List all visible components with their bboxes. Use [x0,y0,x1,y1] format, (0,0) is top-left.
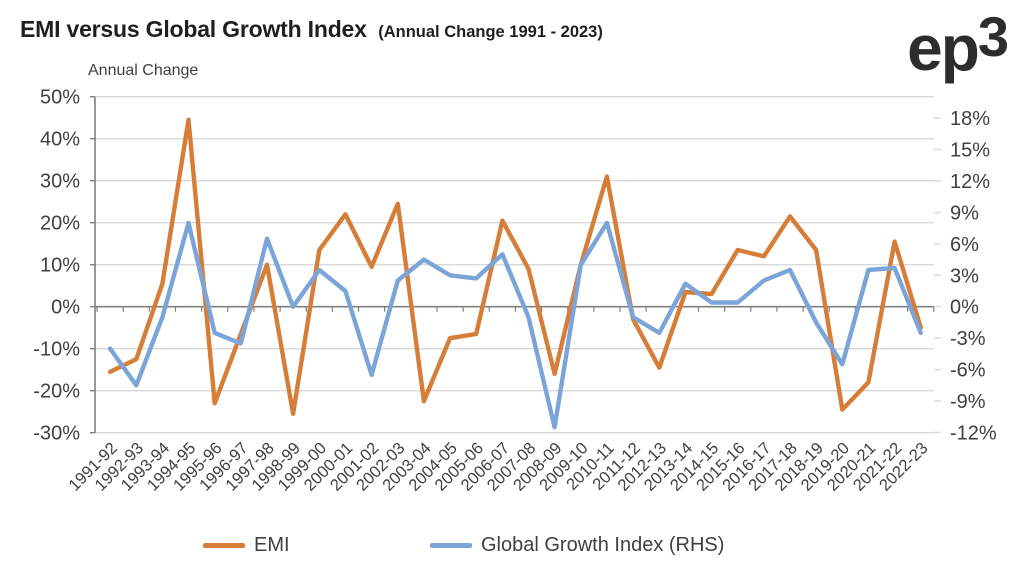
chart-title: EMI versus Global Growth Index [20,16,367,42]
left-axis-tick-label: -30% [33,423,80,445]
left-axis-tick-label: -10% [33,339,80,361]
emi-legend-label: EMI [254,534,290,556]
chart-subtitle: (Annual Change 1991 - 2023) [378,23,603,41]
right-axis-tick-label: -9% [950,391,986,413]
right-axis-tick-label: -12% [950,422,997,444]
ep3-logo-superscript: 3 [977,5,1009,68]
right-axis-tick-label: -6% [950,360,986,382]
legend-item-global-growth-index: Global Growth Index (RHS) [430,534,724,557]
right-axis-tick-label: 18% [950,108,990,130]
left-axis-tick-label: 0% [51,297,80,319]
right-axis-tick-label: 0% [950,297,979,319]
left-axis-tick-label: 30% [40,171,80,193]
ggi-legend-swatch [430,543,472,548]
right-axis-tick-label: 15% [950,140,990,162]
right-axis-tick-label: 3% [950,265,979,287]
right-axis-tick-label: 9% [950,202,979,224]
axis-area-label: Annual Change [88,62,199,79]
right-axis-tick-label: -3% [950,328,986,350]
left-axis-tick-label: 10% [40,255,80,277]
ep3-logo-text: ep [907,12,980,84]
right-axis-tick-label: 6% [950,234,979,256]
left-axis-tick-label: -20% [33,381,80,403]
ep3-logo: ep3 [907,2,1009,84]
right-axis-tick-label: 12% [950,171,990,193]
emi-legend-swatch [203,543,245,548]
global-growth-index-line [107,220,923,430]
page-title: EMI versus Global Growth Index (Annual C… [20,16,603,43]
left-axis-tick-label: 50% [40,87,80,109]
ggi-legend-label: Global Growth Index (RHS) [481,534,725,556]
legend-item-emi: EMI [203,534,290,557]
left-axis-tick-label: 40% [40,129,80,151]
emi-line [107,117,923,416]
left-axis-tick-label: 20% [40,213,80,235]
